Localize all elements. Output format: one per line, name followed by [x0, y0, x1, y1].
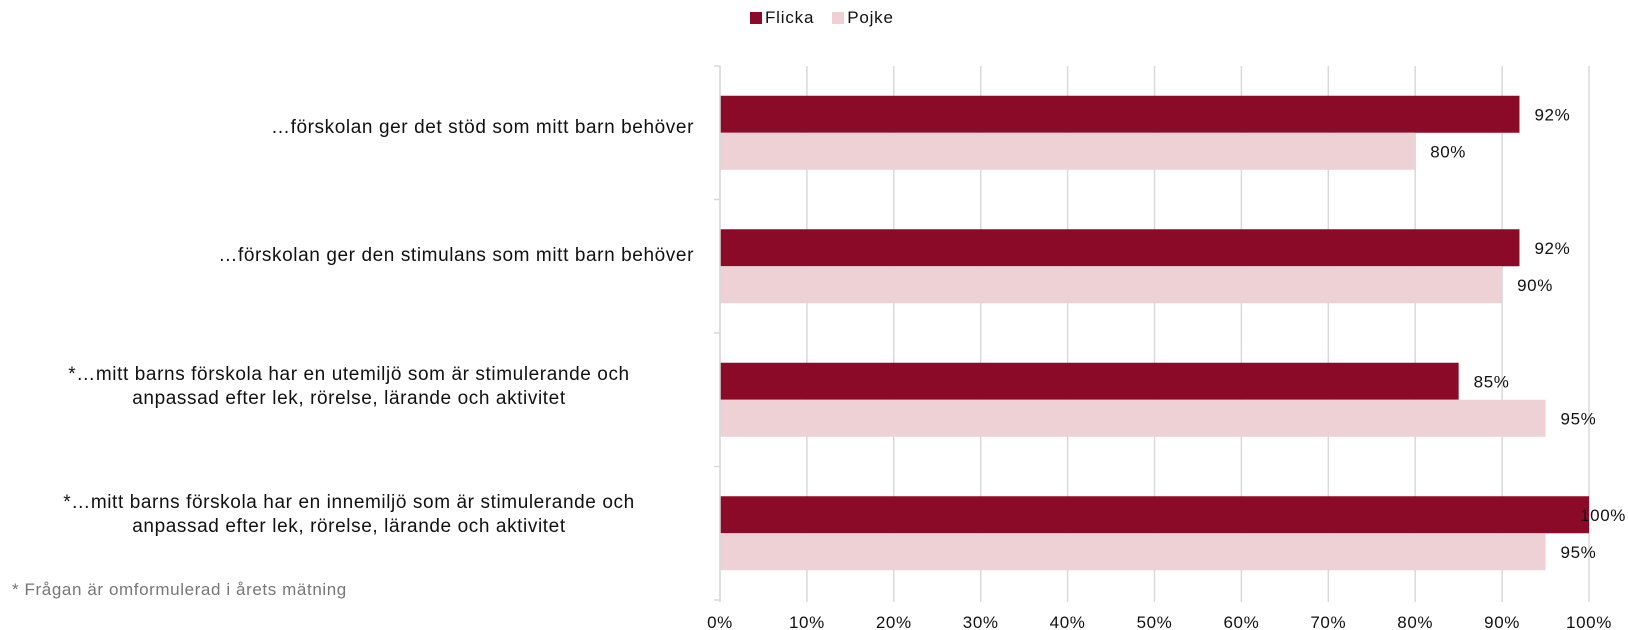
data-label-flicka-2: 92%: [1534, 239, 1570, 258]
legend-swatch-flicka: [750, 12, 762, 24]
x-tick-label-10: 100%: [1566, 613, 1612, 630]
legend: Flicka Pojke: [750, 8, 912, 28]
legend-label-flicka: Flicka: [765, 8, 815, 27]
bar-flicka-2: [720, 229, 1520, 267]
bar-pojke-3: [720, 399, 1546, 437]
category-label-3: *…mitt barns förskola har en utemiljö so…: [68, 364, 630, 409]
category-label-2: …förskolan ger den stimulans som mitt ba…: [218, 245, 694, 266]
x-tick-label-1: 10%: [789, 613, 825, 630]
category-label-1: …förskolan ger det stöd som mitt barn be…: [270, 117, 694, 138]
data-label-flicka-3: 85%: [1474, 372, 1510, 391]
data-label-pojke-4: 95%: [1561, 543, 1597, 562]
bar-pojke-1: [720, 132, 1416, 170]
x-tick-label-8: 80%: [1397, 613, 1433, 630]
bar-flicka-1: [720, 95, 1520, 133]
legend-item-pojke: Pojke: [832, 8, 894, 28]
data-label-pojke-1: 80%: [1430, 142, 1466, 161]
bar-flicka-4: [720, 496, 1589, 534]
x-tick-label-4: 40%: [1050, 613, 1086, 630]
footnote: * Frågan är omformulerad i årets mätning: [12, 580, 347, 599]
x-tick-label-9: 90%: [1484, 613, 1520, 630]
bar-flicka-3: [720, 362, 1459, 400]
bar-pojke-4: [720, 533, 1546, 571]
x-tick-label-2: 20%: [876, 613, 912, 630]
legend-label-pojke: Pojke: [847, 8, 894, 27]
data-label-flicka-4: 100%: [1580, 506, 1626, 525]
x-tick-label-6: 60%: [1223, 613, 1259, 630]
x-tick-label-7: 70%: [1310, 613, 1346, 630]
data-label-pojke-3: 95%: [1561, 409, 1597, 428]
category-label-4: *…mitt barns förskola har en innemiljö s…: [63, 492, 635, 537]
bar-pojke-2: [720, 266, 1503, 304]
x-tick-label-5: 50%: [1137, 613, 1173, 630]
x-tick-label-3: 30%: [963, 613, 999, 630]
legend-item-flicka: Flicka: [750, 8, 814, 28]
x-tick-label-0: 0%: [707, 613, 733, 630]
data-label-flicka-1: 92%: [1534, 105, 1570, 124]
legend-swatch-pojke: [832, 12, 845, 24]
data-label-pojke-2: 90%: [1517, 276, 1553, 295]
